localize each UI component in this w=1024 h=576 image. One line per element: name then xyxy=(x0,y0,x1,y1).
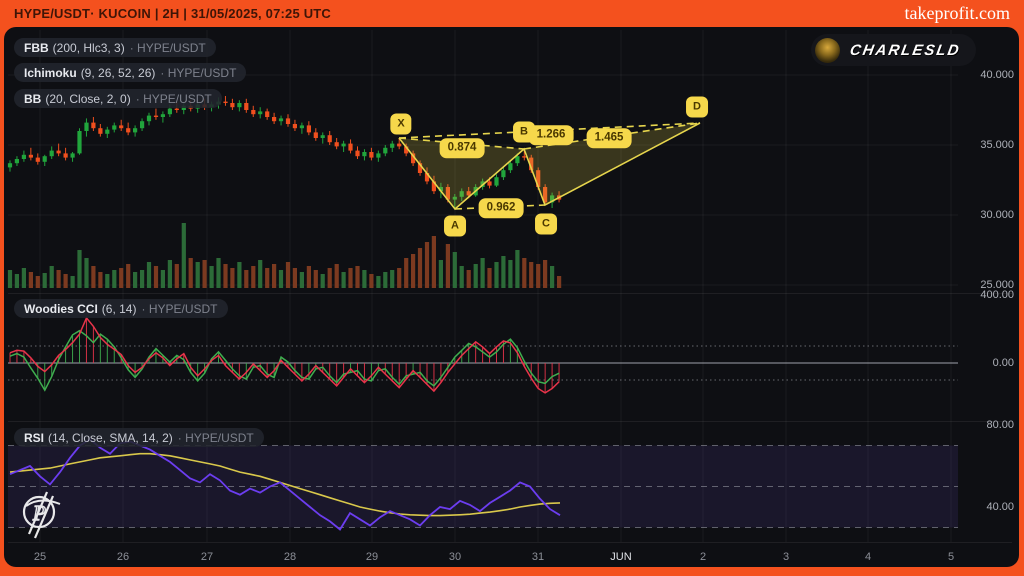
pattern-point-label-X[interactable]: X xyxy=(390,113,412,135)
pattern-ratio-label[interactable]: 0.874 xyxy=(439,138,485,158)
time-axis-label: 30 xyxy=(448,551,462,563)
indicator-params: (9, 26, 52, 26) xyxy=(80,65,156,80)
symbol-timeframe-title: HYPE/USDT· KUCOIN | 2H | 31/05/2025, 07:… xyxy=(14,6,332,21)
price-axis-label: 80.00 xyxy=(986,419,1014,431)
indicator-symbol: HYPE/USDT xyxy=(178,431,254,445)
cci-layer xyxy=(9,316,560,394)
indicator-symbol: HYPE/USDT xyxy=(136,92,212,106)
rsi-layer xyxy=(9,438,561,531)
time-axis-label: 28 xyxy=(283,551,297,563)
indicator-pill-bb[interactable]: BB (20, Close, 2, 0) HYPE/USDT xyxy=(14,89,222,108)
indicator-pill-rsi[interactable]: RSI (14, Close, SMA, 14, 2) HYPE/USDT xyxy=(14,428,264,447)
watermark-name: CHARLESLD xyxy=(848,41,962,59)
time-axis-label: 4 xyxy=(864,551,872,563)
price-axis-label: 400.00 xyxy=(980,289,1014,301)
indicator-symbol: HYPE/USDT xyxy=(160,66,237,80)
pattern-point-label-C[interactable]: C xyxy=(535,213,557,235)
volume-layer xyxy=(7,223,562,288)
indicator-name: BB xyxy=(24,91,42,106)
price-axis-label: 30.000 xyxy=(980,209,1014,221)
watermark-badge: CHARLESLD xyxy=(810,34,976,66)
time-axis-label: 2 xyxy=(699,551,707,563)
pattern-point-label-A[interactable]: A xyxy=(444,215,466,237)
pattern-ratio-label[interactable]: 0.962 xyxy=(478,198,524,218)
top-bar: HYPE/USDT· KUCOIN | 2H | 31/05/2025, 07:… xyxy=(0,0,1024,27)
rsi-band-layer xyxy=(8,445,958,528)
indicator-params: (200, Hlc3, 3) xyxy=(52,40,125,55)
time-axis-label: 31 xyxy=(531,551,545,563)
price-axis-label: 0.00 xyxy=(992,357,1014,369)
indicator-pill-woodies-cci[interactable]: Woodies CCI (6, 14) HYPE/USDT xyxy=(14,299,228,318)
indicator-name: Woodies CCI xyxy=(24,301,98,316)
candles-layer xyxy=(7,96,562,210)
price-axis-label: 40.00 xyxy=(986,501,1014,513)
time-axis-label: JUN xyxy=(610,551,632,563)
price-axis-label: 40.000 xyxy=(980,69,1014,81)
time-axis-label: 27 xyxy=(200,551,214,563)
indicator-symbol: HYPE/USDT xyxy=(130,41,206,55)
indicator-params: (14, Close, SMA, 14, 2) xyxy=(48,430,173,445)
pattern-ratio-label[interactable]: 1.465 xyxy=(586,128,632,148)
time-axis-label: 5 xyxy=(947,551,955,563)
price-axis-label: 35.000 xyxy=(980,139,1014,151)
takeprofit-brand: takeprofit.com xyxy=(904,3,1010,23)
indicator-params: (20, Close, 2, 0) xyxy=(45,91,131,106)
time-axis-label: 25 xyxy=(33,551,47,563)
indicator-name: RSI xyxy=(24,430,45,445)
indicator-name: Ichimoku xyxy=(24,65,77,80)
pattern-ratio-label[interactable]: 1.266 xyxy=(528,125,574,145)
time-axis-label: 26 xyxy=(116,551,130,563)
indicator-symbol: HYPE/USDT xyxy=(141,302,218,316)
time-axis-label: 3 xyxy=(782,551,790,563)
indicator-pill-ichimoku[interactable]: Ichimoku (9, 26, 52, 26) HYPE/USDT xyxy=(14,63,247,82)
indicator-params: (6, 14) xyxy=(101,301,137,316)
indicator-pill-fbb[interactable]: FBB (200, Hlc3, 3) HYPE/USDT xyxy=(14,38,216,57)
avatar xyxy=(814,37,840,63)
price-axis-label: 25.000 xyxy=(980,279,1014,291)
time-axis-label: 29 xyxy=(365,551,379,563)
takeprofit-logo-icon: P xyxy=(22,491,61,539)
indicator-name: FBB xyxy=(24,40,49,55)
pattern-point-label-D[interactable]: D xyxy=(686,96,708,118)
chart-panel xyxy=(4,27,1019,567)
